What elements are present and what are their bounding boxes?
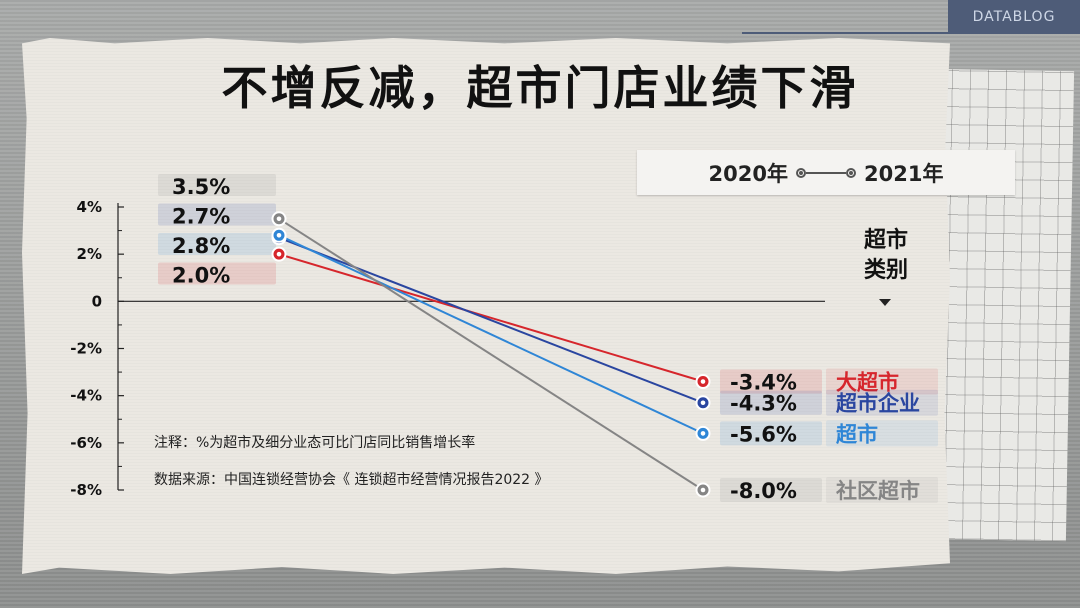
chart-source: 数据来源：中国连锁经营协会《 连锁超市经营情况报告2022 》: [154, 472, 549, 488]
marker-2021-社区超市-center: [700, 487, 706, 493]
legend-connector-icon: [796, 167, 856, 178]
legend: 2020年 2021年: [637, 150, 1015, 195]
triangle-down-icon: [879, 299, 891, 306]
category-header-line2: 类别: [863, 258, 908, 283]
marker-2021-超市-center: [700, 431, 706, 436]
value-label-2020-超市: 2.8%: [172, 234, 230, 258]
series-line-超市企业: [278, 236, 704, 404]
value-label-2021-超市企业: -4.3%: [730, 392, 797, 416]
y-tick-label: 4%: [77, 198, 102, 216]
category-band: [826, 389, 938, 416]
y-tick-label: -2%: [70, 340, 102, 358]
y-tick-label: -8%: [70, 481, 102, 499]
legend-from-label: 2020年: [708, 161, 788, 186]
category-band: [826, 477, 938, 503]
y-tick-label: 0: [92, 292, 102, 310]
label-band-2021: [720, 421, 822, 446]
chart-note: 注释：%为超市及细分业态可比门店同比销售增长率: [154, 435, 476, 451]
y-tick-label: 2%: [77, 245, 102, 263]
value-label-2021-大超市: -3.4%: [730, 371, 797, 395]
label-band-2021: [720, 478, 822, 502]
label-band-2021: [720, 390, 822, 415]
value-label-2021-社区超市: -8.0%: [730, 479, 797, 503]
y-tick-label: -4%: [70, 387, 102, 405]
y-tick-label: -6%: [70, 434, 102, 452]
category-label-社区超市: 社区超市: [835, 479, 920, 503]
legend-dot-start-icon: [796, 167, 806, 178]
paper-card: [22, 38, 950, 574]
category-band: [826, 420, 938, 447]
label-band-2021: [720, 369, 822, 394]
label-band-2020: [158, 233, 276, 255]
marker-2021-超市企业-center: [700, 400, 706, 406]
series-line-超市: [278, 234, 704, 435]
legend-line-icon: [806, 171, 846, 174]
value-label-2020-大超市: 2.0%: [172, 264, 230, 288]
category-label-大超市: 大超市: [836, 371, 899, 395]
marker-2020-社区超市-center: [276, 216, 282, 222]
label-band-2020: [158, 262, 276, 285]
brand-tag: DATABLOG: [948, 0, 1080, 34]
marker-2020-大超市-center: [276, 251, 282, 257]
category-header: 超市 类别: [850, 226, 922, 286]
category-label-超市企业: 超市企业: [836, 392, 920, 416]
category-header-line1: 超市: [863, 228, 908, 253]
category-band: [826, 368, 938, 395]
category-label-超市: 超市: [836, 422, 878, 446]
series-line-社区超市: [278, 217, 704, 491]
brand-underline: [742, 32, 952, 34]
legend-dot-end-icon: [846, 167, 856, 178]
marker-2020-超市-center: [276, 233, 282, 238]
label-band-2020: [158, 174, 276, 196]
value-label-2020-超市企业: 2.7%: [172, 205, 230, 229]
page-title: 不增反减，超市门店业绩下滑: [221, 61, 859, 115]
series-line-大超市: [278, 253, 704, 383]
value-label-2020-社区超市: 3.5%: [172, 175, 230, 199]
marker-2021-大超市-center: [700, 379, 706, 384]
value-label-2021-超市: -5.6%: [730, 422, 797, 446]
legend-to-label: 2021年: [864, 161, 944, 186]
label-band-2020: [158, 203, 276, 226]
